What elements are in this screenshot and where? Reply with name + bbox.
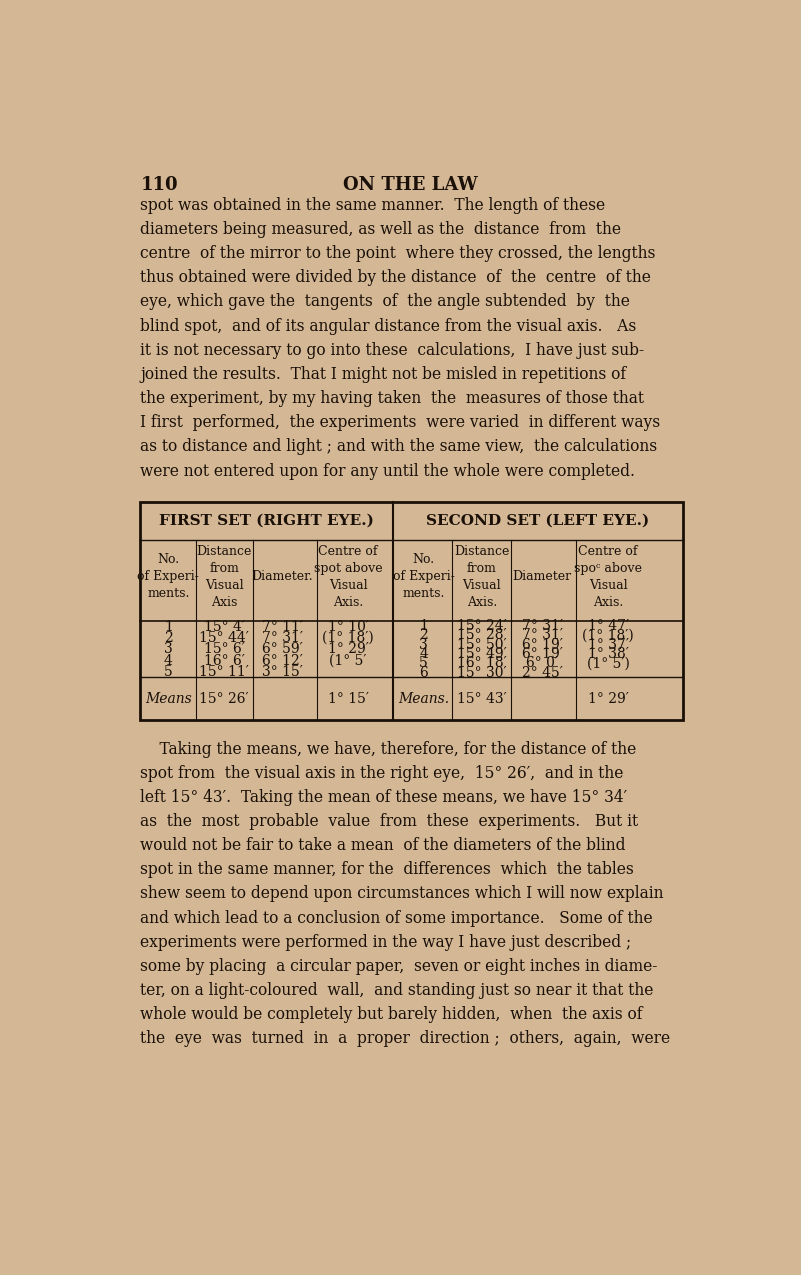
Text: Distance
from
Visual
Axis.: Distance from Visual Axis. [454, 544, 509, 609]
Text: 1° 37′: 1° 37′ [588, 638, 629, 652]
Text: 3° 15′: 3° 15′ [262, 664, 303, 678]
Text: 1: 1 [164, 620, 173, 634]
Text: 7° 31′: 7° 31′ [521, 618, 563, 632]
Text: 1° 38′: 1° 38′ [588, 646, 629, 660]
Text: 7° 31′: 7° 31′ [262, 631, 303, 645]
Text: 15° 49′: 15° 49′ [457, 646, 507, 660]
Text: spot was obtained in the same manner.  The length of these
diameters being measu: spot was obtained in the same manner. Th… [140, 196, 661, 479]
Text: 7° 31′: 7° 31′ [521, 629, 563, 643]
Text: 6° 59′: 6° 59′ [262, 643, 303, 657]
Text: 1° 10′: 1° 10′ [328, 620, 368, 634]
Text: 16° 18′: 16° 18′ [457, 657, 507, 671]
Text: 15° 26′: 15° 26′ [199, 692, 249, 706]
Bar [140, 502, 683, 720]
Text: (1° 5′): (1° 5′) [586, 657, 630, 671]
Text: Centre of
spot above
Visual
Axis.: Centre of spot above Visual Axis. [314, 544, 382, 609]
Text: No.
of Experi-
ments.: No. of Experi- ments. [138, 553, 199, 601]
Text: (1° 18′): (1° 18′) [322, 631, 374, 645]
Text: 2° 45′: 2° 45′ [521, 666, 562, 680]
Text: 1° 29′: 1° 29′ [588, 692, 629, 706]
Text: 3: 3 [164, 643, 173, 657]
Text: 7° 11′: 7° 11′ [262, 620, 303, 634]
Text: Diameter: Diameter [513, 570, 572, 584]
Text: 15° 24′: 15° 24′ [457, 618, 507, 632]
Text: 15° 44′: 15° 44′ [199, 631, 249, 645]
Text: 5: 5 [164, 664, 173, 678]
Text: 6° 12′: 6° 12′ [262, 654, 303, 668]
Text: 6° 19′: 6° 19′ [521, 638, 562, 652]
Text: 1: 1 [419, 618, 428, 632]
Text: 3: 3 [419, 638, 428, 652]
Text: 15° 11′: 15° 11′ [199, 664, 249, 678]
Text: 4: 4 [164, 654, 173, 668]
Text: Taking the means, we have, therefore, for the distance of the
spot from  the vis: Taking the means, we have, therefore, fo… [140, 741, 670, 1047]
Text: 6° 19′: 6° 19′ [521, 646, 562, 660]
Text: 5: 5 [419, 657, 428, 671]
Text: 1° 15′: 1° 15′ [328, 692, 368, 706]
Text: (1° 5′: (1° 5′ [329, 654, 367, 668]
Text: 15° 6′: 15° 6′ [203, 643, 244, 657]
Text: Centre of
spoᶜ above
Visual
Axis.: Centre of spoᶜ above Visual Axis. [574, 544, 642, 609]
Text: 110: 110 [140, 176, 178, 194]
Text: 1° 47′: 1° 47′ [588, 618, 629, 632]
Text: Means: Means [145, 692, 191, 706]
Text: ON THE LAW: ON THE LAW [343, 176, 477, 194]
Text: Diameter.: Diameter. [252, 570, 313, 584]
Text: 15° 4′: 15° 4′ [203, 620, 244, 634]
Text: 6: 6 [419, 666, 428, 680]
Text: Distance
from
Visual
Axis: Distance from Visual Axis [196, 544, 252, 609]
Text: 2: 2 [164, 631, 173, 645]
Text: 1° 29′: 1° 29′ [328, 643, 368, 657]
Text: 16° 6′: 16° 6′ [203, 654, 244, 668]
Text: 4: 4 [419, 646, 428, 660]
Text: 15° 28′: 15° 28′ [457, 629, 506, 643]
Text: 6° 0′: 6° 0′ [526, 657, 558, 671]
Text: FIRST SET (RIGHT EYE.): FIRST SET (RIGHT EYE.) [159, 514, 374, 528]
Text: Means.: Means. [398, 692, 449, 706]
Text: (1° 18′): (1° 18′) [582, 629, 634, 643]
Text: 15° 43′: 15° 43′ [457, 692, 507, 706]
Text: 15° 30′: 15° 30′ [457, 666, 506, 680]
Text: SECOND SET (LEFT EYE.): SECOND SET (LEFT EYE.) [426, 514, 650, 528]
Text: 2: 2 [419, 629, 428, 643]
Text: No.
of Experi-
ments.: No. of Experi- ments. [392, 553, 455, 601]
Text: 15° 50′: 15° 50′ [457, 638, 506, 652]
